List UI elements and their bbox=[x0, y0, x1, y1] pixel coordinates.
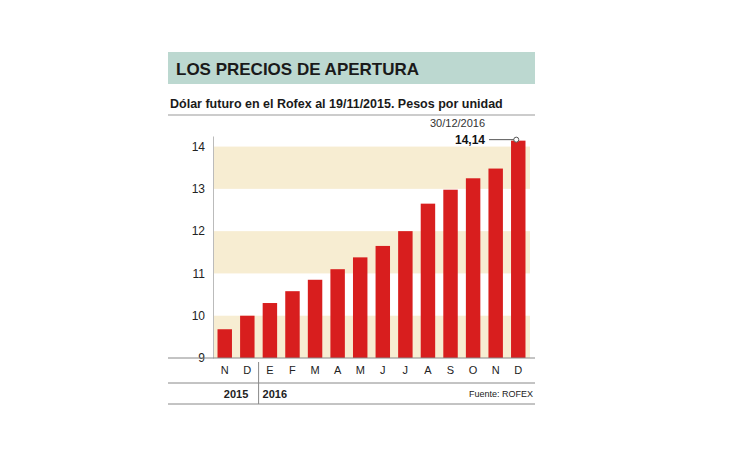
group-separator bbox=[258, 362, 259, 404]
annotation-dot bbox=[514, 137, 519, 142]
x-tick-label: E bbox=[266, 364, 273, 376]
x-axis: NDEFMAMJJASOND bbox=[168, 358, 535, 376]
y-tick-label: 11 bbox=[193, 267, 206, 281]
y-axis: 91011121314 bbox=[192, 137, 214, 366]
x-tick: E bbox=[266, 358, 273, 376]
x-tick: O bbox=[469, 358, 478, 376]
bar bbox=[443, 190, 457, 358]
grid-band bbox=[213, 147, 530, 189]
group-label: 2015 bbox=[224, 388, 248, 400]
x-tick: D bbox=[243, 358, 251, 376]
x-tick-label: A bbox=[424, 364, 432, 376]
y-tick: 11 bbox=[193, 267, 213, 281]
x-tick-label: M bbox=[310, 364, 319, 376]
x-tick: N bbox=[221, 358, 229, 376]
bar bbox=[308, 280, 322, 358]
y-tick-label: 10 bbox=[192, 309, 206, 323]
x-tick-label: J bbox=[403, 364, 409, 376]
x-tick-label: M bbox=[356, 364, 365, 376]
bar bbox=[376, 246, 390, 358]
annotation-value: 14,14 bbox=[455, 133, 485, 147]
x-tick-label: F bbox=[289, 364, 296, 376]
x-tick: F bbox=[289, 358, 296, 376]
row-rule bbox=[168, 383, 535, 384]
y-tick: 12 bbox=[192, 224, 213, 238]
x-tick-label: N bbox=[492, 364, 500, 376]
x-tick-label: J bbox=[380, 364, 386, 376]
bar bbox=[240, 316, 254, 358]
grid-band bbox=[213, 231, 530, 273]
bar bbox=[353, 257, 367, 358]
subtitle-rule bbox=[168, 115, 535, 116]
bar bbox=[488, 169, 502, 358]
y-tick-label: 12 bbox=[192, 224, 206, 238]
x-tick: J bbox=[380, 358, 386, 376]
x-tick: A bbox=[424, 358, 432, 376]
y-tick: 14 bbox=[192, 140, 213, 154]
group-label: 2016 bbox=[263, 388, 287, 400]
bar bbox=[398, 231, 412, 358]
bar bbox=[466, 178, 480, 358]
bar bbox=[511, 141, 525, 358]
subtitle: Dólar futuro en el Rofex al 19/11/2015. … bbox=[170, 97, 503, 111]
bar bbox=[218, 329, 232, 358]
x-tick: D bbox=[514, 358, 522, 376]
x-tick: A bbox=[334, 358, 342, 376]
x-tick-label: S bbox=[447, 364, 454, 376]
x-tick-label: O bbox=[469, 364, 478, 376]
x-axis-line bbox=[168, 358, 535, 359]
source: Fuente: ROFEX bbox=[469, 389, 533, 399]
x-tick: M bbox=[356, 358, 365, 376]
y-tick-label: 14 bbox=[192, 140, 206, 154]
row-rule bbox=[168, 404, 535, 405]
bars bbox=[218, 141, 526, 358]
x-tick: J bbox=[403, 358, 409, 376]
x-tick: S bbox=[447, 358, 454, 376]
annotation-leader bbox=[489, 139, 514, 140]
grid-band bbox=[213, 316, 530, 358]
bar bbox=[330, 269, 344, 358]
x-tick-label: N bbox=[221, 364, 229, 376]
x-tick-label: D bbox=[243, 364, 251, 376]
x-tick: N bbox=[492, 358, 500, 376]
title: LOS PRECIOS DE APERTURA bbox=[176, 60, 419, 79]
y-tick: 10 bbox=[192, 309, 213, 323]
title-band bbox=[168, 52, 535, 84]
x-tick-label: A bbox=[334, 364, 342, 376]
bar bbox=[421, 204, 435, 358]
chart: LOS PRECIOS DE APERTURA Dólar futuro en e… bbox=[0, 0, 730, 460]
grid bbox=[213, 147, 530, 358]
bar bbox=[263, 303, 277, 358]
y-tick: 13 bbox=[192, 182, 213, 196]
bar bbox=[285, 291, 299, 358]
x-tick-label: D bbox=[514, 364, 522, 376]
y-tick-label: 13 bbox=[192, 182, 206, 196]
annotation-date: 30/12/2016 bbox=[430, 117, 485, 129]
x-tick: M bbox=[310, 358, 319, 376]
y-axis-line bbox=[213, 137, 214, 359]
